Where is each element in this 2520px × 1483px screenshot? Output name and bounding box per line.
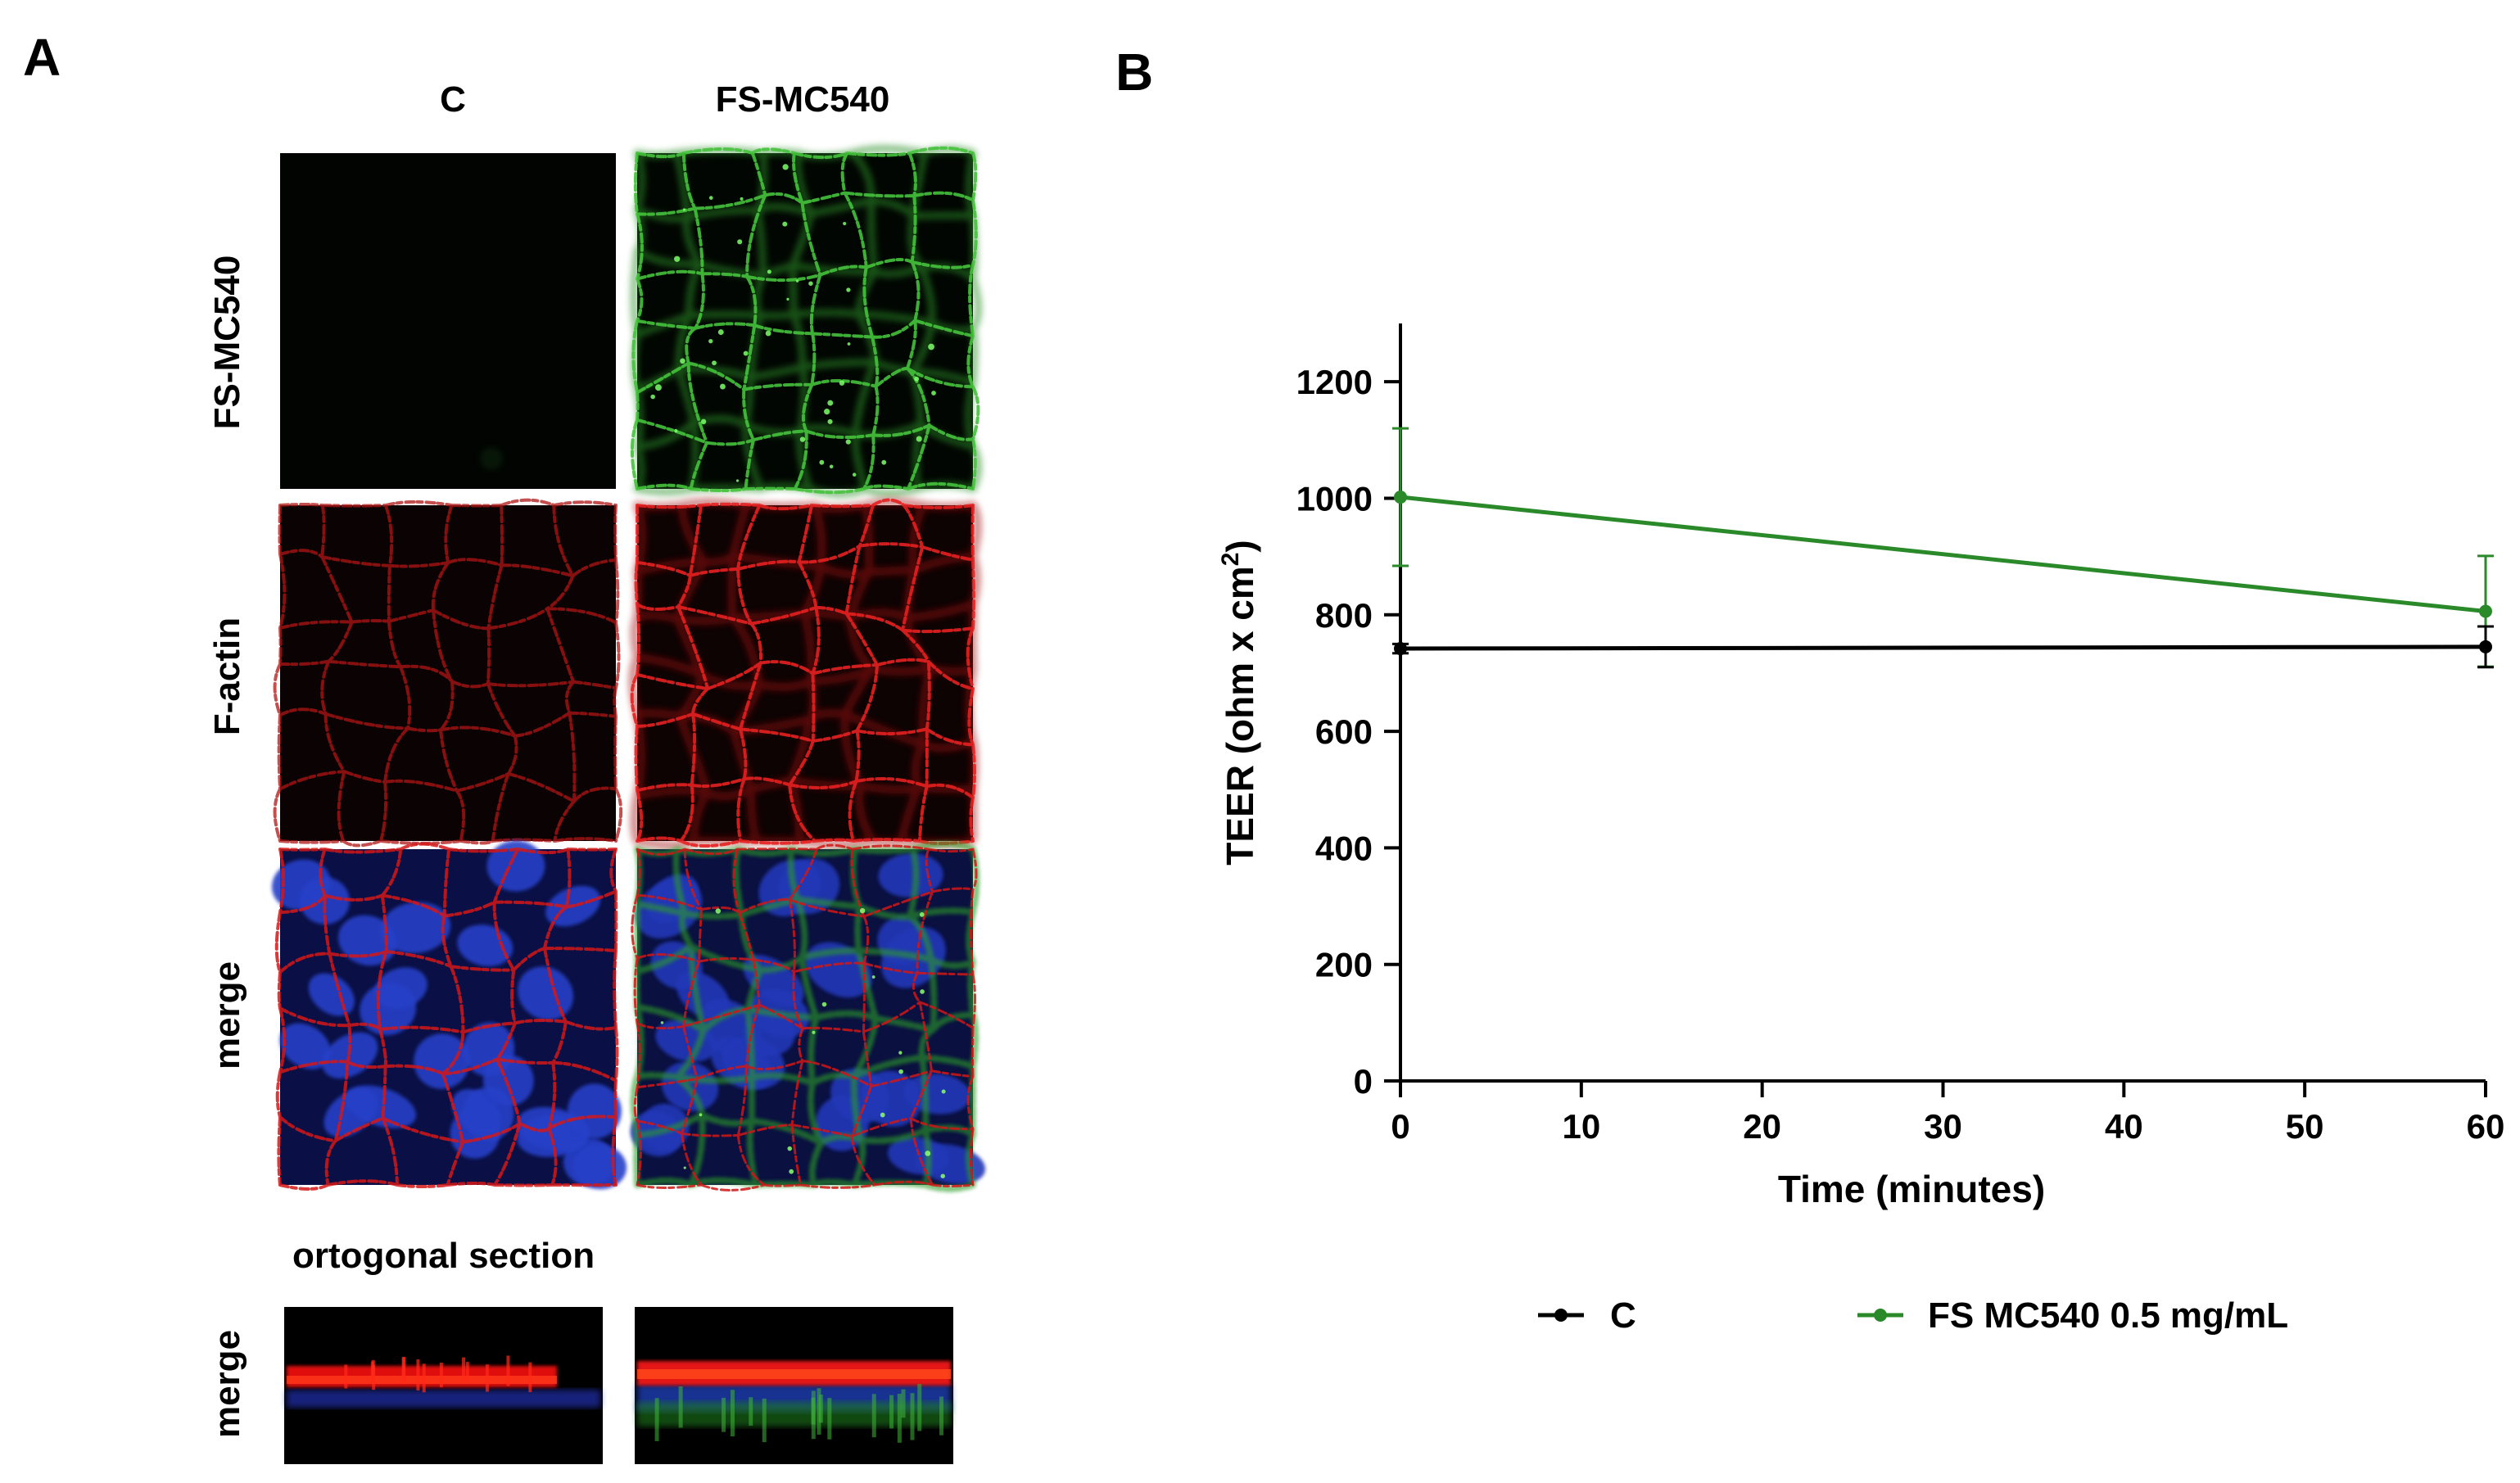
micrograph-fs-mc540-green-channel <box>630 145 982 498</box>
y-axis-ticks: 0 200 400 600 800 1000 1200 <box>1296 363 1400 1101</box>
x-tick-label: 40 <box>2105 1107 2143 1146</box>
chart-series <box>1392 427 2494 669</box>
legend-label-fs-mc540: FS MC540 0.5 mg/mL <box>1928 1295 2288 1336</box>
x-axis-ticks: 0 10 20 30 40 50 60 <box>1391 1081 2504 1146</box>
series-fs-mc540-point <box>2479 604 2492 618</box>
y-axis-label-close: ) <box>1219 540 1261 552</box>
micrograph-control-merge <box>271 840 627 1191</box>
micrograph-control-fs-mc540 <box>280 153 616 489</box>
column-label-fs-mc540: FS-MC540 <box>716 79 890 120</box>
y-tick-label: 800 <box>1315 596 1373 635</box>
y-tick-label: 400 <box>1315 829 1373 867</box>
panel-b-letter: B <box>1115 43 1153 102</box>
series-c-point <box>1394 642 1407 656</box>
y-tick-label: 0 <box>1354 1062 1373 1101</box>
x-tick-label: 30 <box>1924 1107 1962 1146</box>
y-tick-label: 1200 <box>1296 363 1373 401</box>
orthogonal-section-fs-mc540 <box>635 1307 953 1464</box>
orthogonal-section-control <box>284 1307 603 1464</box>
legend-item-fs-mc540: FS MC540 0.5 mg/mL <box>1857 1295 2288 1336</box>
x-tick-label: 50 <box>2286 1107 2324 1146</box>
legend-item-c: C <box>1538 1295 1636 1336</box>
chart-axes <box>1399 323 2486 1083</box>
x-axis-label: Time (minutes) <box>1778 1168 2045 1210</box>
y-axis-label-superscript: 2 <box>1217 553 1244 567</box>
teer-line-chart: 0 200 400 600 800 1000 1200 0 10 20 30 40 50 60 TEER… <box>1217 323 2504 1336</box>
y-axis-label: TEER (ohm x cm2) <box>1217 540 1261 866</box>
micrograph-fs-mc540-merge <box>630 840 986 1192</box>
series-fs-mc540-point <box>1394 491 1407 504</box>
row-label-merge: merge <box>207 961 247 1069</box>
row-label-fs-mc540: FS-MC540 <box>207 255 247 430</box>
orthogonal-section-title: ortogonal section <box>292 1236 595 1276</box>
x-tick-label: 10 <box>1562 1107 1600 1146</box>
x-tick-label: 0 <box>1391 1107 1409 1146</box>
series-c <box>1392 625 2494 669</box>
series-c-line <box>1400 644 2486 651</box>
y-tick-label: 600 <box>1315 712 1373 751</box>
y-tick-label: 200 <box>1315 946 1373 984</box>
y-tick-label: 1000 <box>1296 479 1373 518</box>
legend-label-c: C <box>1610 1295 1636 1336</box>
x-tick-label: 20 <box>1743 1107 1781 1146</box>
column-label-control: C <box>440 79 466 120</box>
orthogonal-row-label-merge: merge <box>207 1330 247 1438</box>
micrograph-fs-mc540-f-actin <box>628 498 982 850</box>
legend-marker-c <box>1554 1309 1568 1322</box>
x-tick-label: 60 <box>2467 1107 2505 1146</box>
series-fs-mc540 <box>1392 427 2494 668</box>
panel-a-letter: A <box>23 28 61 87</box>
chart-legend: C FS MC540 0.5 mg/mL <box>1538 1295 2288 1336</box>
y-axis-label-main: TEER (ohm x cm <box>1219 566 1261 866</box>
row-label-f-actin: F-actin <box>207 617 247 735</box>
micrograph-control-f-actin <box>273 498 623 848</box>
legend-marker-fs-mc540 <box>1874 1309 1887 1322</box>
series-fs-mc540-line <box>1400 495 2486 613</box>
series-c-point <box>2479 640 2492 653</box>
